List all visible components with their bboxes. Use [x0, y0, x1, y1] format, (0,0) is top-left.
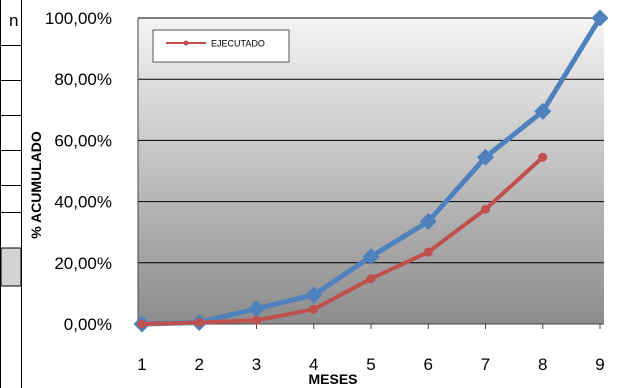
- y-tick-labels: 0,00% 20,00% 40,00% 60,00% 80,00% 100,00%: [45, 9, 112, 334]
- data-point-circle: [366, 274, 376, 284]
- y-tick-label: 80,00%: [54, 70, 112, 89]
- y-tick-label: 20,00%: [54, 254, 112, 273]
- x-tick-label: 6: [424, 355, 433, 374]
- x-tick-label: 4: [309, 355, 318, 374]
- data-point-circle: [423, 247, 433, 257]
- x-tick-label: 1: [137, 355, 146, 374]
- data-point-circle: [137, 319, 147, 329]
- x-tick-label: 5: [366, 355, 375, 374]
- x-tick-labels: 1 2 3 4 5 6 7 8 9: [137, 355, 604, 374]
- series-ejecutado: [137, 152, 548, 329]
- table-shaded-cell: [0, 247, 22, 287]
- x-axis-title: MESES: [308, 371, 357, 387]
- y-tick-label: 60,00%: [54, 131, 112, 150]
- data-point-diamond: [362, 248, 380, 266]
- data-point-circle: [481, 204, 490, 214]
- y-tick-label: 40,00%: [54, 193, 112, 212]
- x-tick-label: 2: [195, 355, 204, 374]
- series-layer: [133, 9, 609, 333]
- x-tick-label: 8: [538, 355, 547, 374]
- data-point-diamond: [477, 148, 494, 166]
- data-point-diamond: [419, 212, 437, 230]
- data-point-circle: [194, 317, 204, 327]
- y-axis-title: % ACUMULADO: [28, 131, 44, 239]
- legend-label-ejecutado: EJECUTADO: [211, 39, 265, 49]
- y-tick-label: 100,00%: [45, 9, 112, 28]
- left-table-fragment: n: [0, 0, 22, 388]
- x-tick-marks: [141, 324, 601, 329]
- x-tick-label: 9: [595, 355, 604, 374]
- x-tick-label: 3: [252, 355, 261, 374]
- series-line: [141, 155, 545, 326]
- x-tick-label: 7: [481, 355, 490, 374]
- legend-swatch-marker: [183, 40, 189, 46]
- data-point-diamond: [248, 300, 265, 318]
- data-point-diamond: [534, 102, 552, 120]
- table-fragment-letter: n: [9, 11, 18, 30]
- data-point-diamond: [305, 286, 323, 304]
- data-point-circle: [252, 315, 261, 325]
- legend: EJECUTADO: [152, 29, 290, 63]
- data-point-diamond: [591, 9, 609, 27]
- legend-box: [152, 29, 290, 63]
- y-tick-label: 0,00%: [64, 315, 112, 334]
- data-point-circle: [538, 152, 548, 162]
- data-point-circle: [309, 304, 319, 314]
